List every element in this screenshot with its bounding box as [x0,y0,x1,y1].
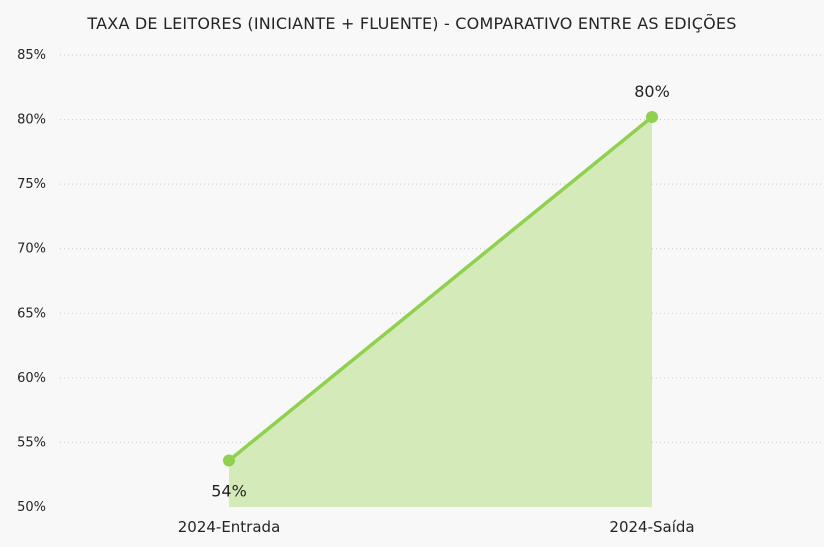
gridlines [60,54,824,443]
data-point [223,454,235,467]
data-label: 80% [634,82,670,101]
x-tick-label: 2024-Entrada [178,518,281,536]
y-tick-label: 55% [17,435,46,450]
x-axis: 2024-Entrada 2024-Saída [178,518,695,536]
y-tick-label: 80% [17,113,46,128]
y-tick-label: 50% [17,500,46,515]
data-label: 54% [211,482,247,501]
series-line [227,115,654,463]
x-tick-label: 2024-Saída [609,518,694,536]
y-tick-label: 75% [17,177,46,192]
y-axis: 50% 55% 60% 65% 70% 75% 80% 85% [17,48,46,515]
series-area [229,116,652,507]
chart-title: TAXA DE LEITORES (INICIANTE + FLUENTE) -… [87,14,737,33]
y-tick-label: 65% [17,306,46,321]
data-labels: 54% 80% [211,82,670,501]
y-tick-label: 60% [17,371,46,386]
series [223,110,658,507]
data-point [646,110,658,123]
y-tick-label: 85% [17,48,46,63]
y-tick-label: 70% [17,242,46,257]
